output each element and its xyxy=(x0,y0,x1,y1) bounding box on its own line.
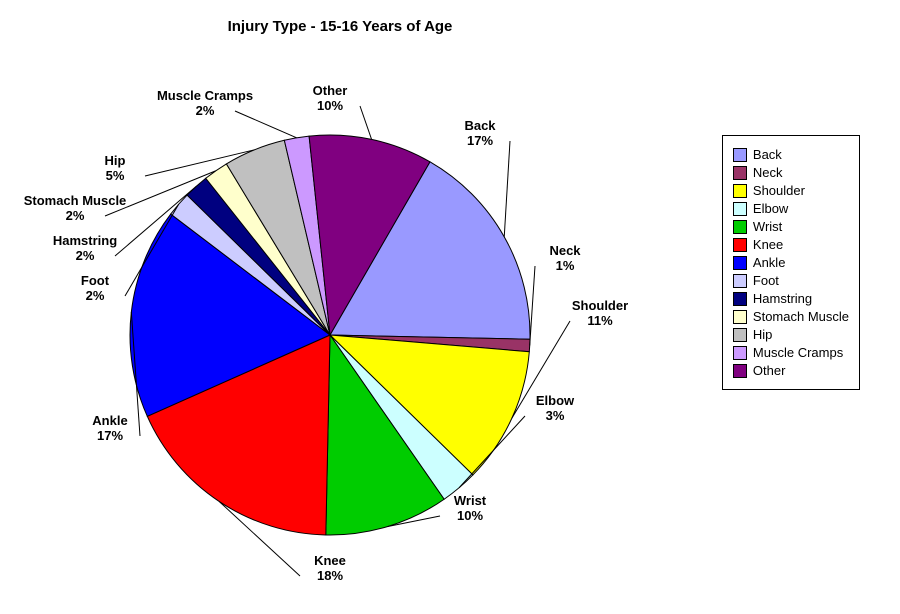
legend-swatch xyxy=(733,346,747,360)
legend-item: Knee xyxy=(733,237,849,252)
legend-item: Shoulder xyxy=(733,183,849,198)
legend-item: Elbow xyxy=(733,201,849,216)
slice-label-pct: 2% xyxy=(145,104,265,119)
legend-swatch xyxy=(733,184,747,198)
slice-label-name: Stomach Muscle xyxy=(24,193,127,208)
legend-swatch xyxy=(733,220,747,234)
slice-label: Elbow3% xyxy=(495,394,615,424)
slice-label: Ankle17% xyxy=(50,414,170,444)
legend-swatch xyxy=(733,202,747,216)
legend-item: Foot xyxy=(733,273,849,288)
slice-label-pct: 10% xyxy=(410,509,530,524)
legend-label: Foot xyxy=(753,273,779,288)
slice-label-name: Knee xyxy=(314,553,346,568)
slice-label-name: Hip xyxy=(105,153,126,168)
legend-label: Hamstring xyxy=(753,291,812,306)
slice-label-pct: 5% xyxy=(55,169,175,184)
legend-item: Other xyxy=(733,363,849,378)
legend-label: Neck xyxy=(753,165,783,180)
legend-label: Knee xyxy=(753,237,783,252)
slice-label-name: Hamstring xyxy=(53,233,117,248)
legend-label: Shoulder xyxy=(753,183,805,198)
slice-label: Other10% xyxy=(270,84,390,114)
slice-label-pct: 3% xyxy=(495,409,615,424)
slice-label: Back17% xyxy=(420,119,540,149)
slice-label: Muscle Cramps2% xyxy=(145,89,265,119)
slice-label-pct: 2% xyxy=(25,249,145,264)
legend-swatch xyxy=(733,238,747,252)
legend-item: Hip xyxy=(733,327,849,342)
legend-label: Muscle Cramps xyxy=(753,345,843,360)
slice-label-name: Shoulder xyxy=(572,298,628,313)
slice-label: Shoulder11% xyxy=(540,299,660,329)
slice-label-name: Wrist xyxy=(454,493,486,508)
legend-swatch xyxy=(733,256,747,270)
legend-label: Ankle xyxy=(753,255,786,270)
legend-item: Hamstring xyxy=(733,291,849,306)
slice-label-name: Elbow xyxy=(536,393,574,408)
slice-label: Knee18% xyxy=(270,554,390,584)
legend: Back Neck Shoulder Elbow Wrist Knee Ankle Foot H… xyxy=(722,135,860,390)
slice-label: Hip5% xyxy=(55,154,175,184)
slice-label: Hamstring2% xyxy=(25,234,145,264)
legend-label: Stomach Muscle xyxy=(753,309,849,324)
slice-label: Neck1% xyxy=(505,244,625,274)
slice-label-pct: 17% xyxy=(420,134,540,149)
slice-label-pct: 18% xyxy=(270,569,390,584)
slice-label-pct: 2% xyxy=(35,289,155,304)
slice-label-name: Other xyxy=(313,83,348,98)
legend-label: Back xyxy=(753,147,782,162)
legend-swatch xyxy=(733,148,747,162)
legend-label: Elbow xyxy=(753,201,788,216)
legend-swatch xyxy=(733,166,747,180)
chart-title: Injury Type - 15-16 Years of Age xyxy=(0,18,680,35)
slice-label-pct: 10% xyxy=(270,99,390,114)
slice-label-name: Muscle Cramps xyxy=(157,88,253,103)
legend-item: Wrist xyxy=(733,219,849,234)
leader-line xyxy=(530,266,535,345)
legend-swatch xyxy=(733,292,747,306)
legend-swatch xyxy=(733,328,747,342)
slice-label-name: Neck xyxy=(549,243,580,258)
legend-label: Wrist xyxy=(753,219,782,234)
legend-item: Neck xyxy=(733,165,849,180)
legend-item: Ankle xyxy=(733,255,849,270)
slice-label-pct: 1% xyxy=(505,259,625,274)
slice-label-pct: 2% xyxy=(15,209,135,224)
slice-label-pct: 17% xyxy=(50,429,170,444)
chart-container: Injury Type - 15-16 Years of Age Back17%… xyxy=(0,0,900,614)
slice-label-name: Ankle xyxy=(92,413,127,428)
slice-label-name: Foot xyxy=(81,273,109,288)
legend-swatch xyxy=(733,364,747,378)
legend-label: Other xyxy=(753,363,786,378)
legend-swatch xyxy=(733,310,747,324)
slice-label: Foot2% xyxy=(35,274,155,304)
legend-item: Muscle Cramps xyxy=(733,345,849,360)
legend-item: Stomach Muscle xyxy=(733,309,849,324)
pie-chart xyxy=(130,135,530,535)
slice-label-name: Back xyxy=(464,118,495,133)
legend-swatch xyxy=(733,274,747,288)
legend-item: Back xyxy=(733,147,849,162)
slice-label-pct: 11% xyxy=(540,314,660,329)
legend-label: Hip xyxy=(753,327,773,342)
slice-label: Wrist10% xyxy=(410,494,530,524)
slice-label: Stomach Muscle2% xyxy=(15,194,135,224)
